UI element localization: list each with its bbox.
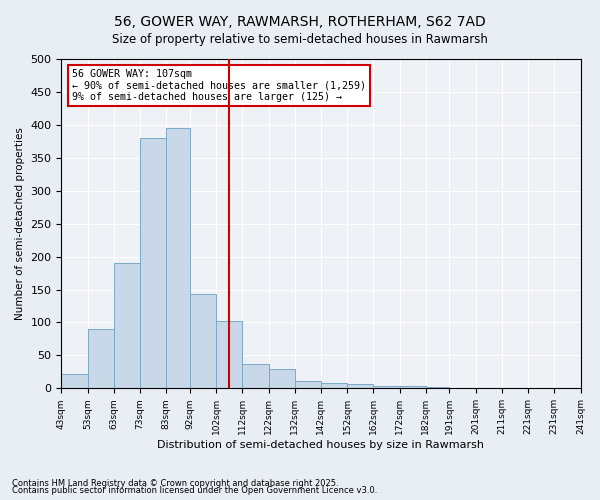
Bar: [373, 386, 400, 388]
Bar: [190, 294, 216, 388]
Text: 56 GOWER WAY: 107sqm
← 90% of semi-detached houses are smaller (1,259)
9% of sem: 56 GOWER WAY: 107sqm ← 90% of semi-detac…: [72, 69, 366, 102]
Text: 56, GOWER WAY, RAWMARSH, ROTHERHAM, S62 7AD: 56, GOWER WAY, RAWMARSH, ROTHERHAM, S62 …: [114, 15, 486, 29]
Text: Contains public sector information licensed under the Open Government Licence v3: Contains public sector information licen…: [12, 486, 377, 495]
Bar: [242, 364, 269, 388]
Bar: [166, 128, 190, 388]
Bar: [88, 329, 114, 388]
Bar: [426, 387, 449, 388]
Bar: [140, 138, 166, 388]
X-axis label: Distribution of semi-detached houses by size in Rawmarsh: Distribution of semi-detached houses by …: [157, 440, 484, 450]
Bar: [269, 368, 295, 388]
Bar: [400, 386, 426, 388]
Text: Size of property relative to semi-detached houses in Rawmarsh: Size of property relative to semi-detach…: [112, 32, 488, 46]
Bar: [347, 384, 373, 388]
Bar: [295, 381, 321, 388]
Bar: [216, 320, 242, 388]
Bar: [321, 383, 347, 388]
Bar: [61, 374, 88, 388]
Y-axis label: Number of semi-detached properties: Number of semi-detached properties: [15, 127, 25, 320]
Text: Contains HM Land Registry data © Crown copyright and database right 2025.: Contains HM Land Registry data © Crown c…: [12, 478, 338, 488]
Bar: [114, 263, 140, 388]
